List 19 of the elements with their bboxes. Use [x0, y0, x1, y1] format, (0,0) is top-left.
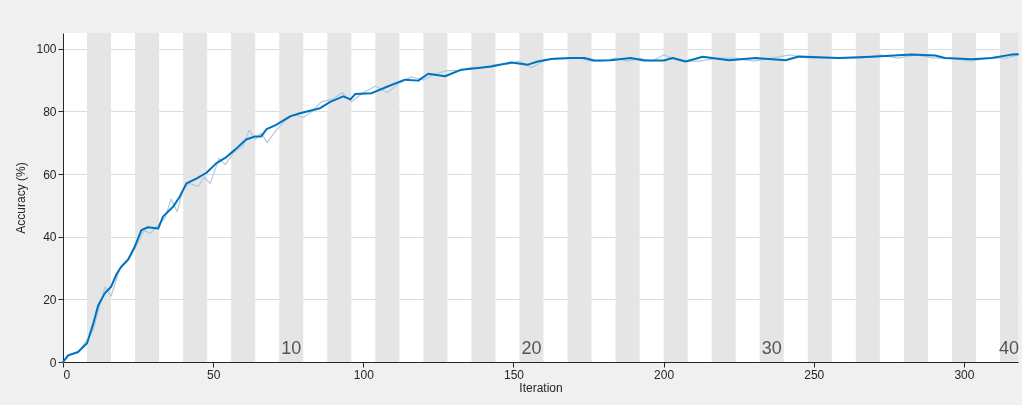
x-tick-label: 250 [804, 367, 825, 382]
y-tick-label: 40 [43, 230, 57, 245]
y-tick-label: 60 [43, 167, 57, 182]
y-tick-label: 100 [36, 42, 57, 57]
x-axis-title: Iteration [519, 380, 563, 395]
x-tick-label: 300 [954, 367, 975, 382]
x-tick-label: 0 [63, 367, 71, 382]
y-tick-label: 0 [49, 355, 57, 370]
band-label: 30 [761, 338, 782, 358]
band-label: 10 [281, 338, 302, 358]
x-tick-label: 150 [503, 367, 525, 382]
band-label: 20 [521, 338, 542, 358]
y-tick-label: 80 [43, 104, 57, 119]
y-tick-label: 20 [43, 292, 57, 307]
x-tick-label: 200 [654, 367, 675, 382]
y-axis-title: Accuracy (%) [14, 162, 29, 234]
x-tick-label: 50 [206, 367, 221, 382]
x-tick-label: 100 [353, 367, 375, 382]
band-label: 40 [998, 338, 1020, 358]
